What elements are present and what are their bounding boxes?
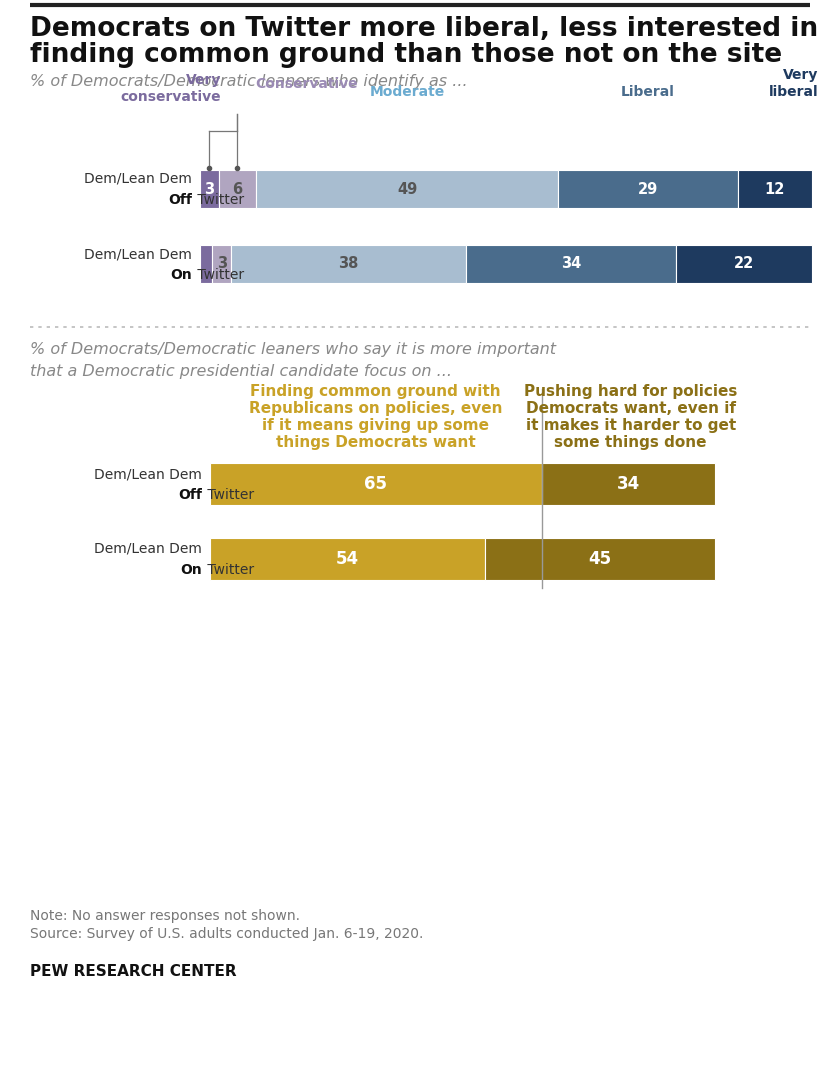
Bar [210,538,486,580]
Text: Dem/Lean Dem: Dem/Lean Dem [94,542,202,556]
Bar [200,170,218,208]
Text: Pushing hard for policies: Pushing hard for policies [524,384,738,399]
Text: Very
liberal: Very liberal [769,67,818,99]
Text: Moderate: Moderate [370,85,444,99]
Text: 29: 29 [638,181,659,196]
Text: Very
conservative: Very conservative [121,73,221,104]
Text: 22: 22 [733,257,754,271]
Text: 12: 12 [764,181,785,196]
Text: 3: 3 [204,181,214,196]
Text: if it means giving up some: if it means giving up some [262,418,489,433]
Text: some things done: some things done [554,435,707,450]
Text: % of Democrats/Democratic leaners who say it is more important: % of Democrats/Democratic leaners who sa… [30,341,556,357]
Text: On: On [171,268,192,282]
Text: 45: 45 [589,550,612,568]
Text: that a Democratic presidential candidate focus on ...: that a Democratic presidential candidate… [30,364,452,379]
Bar [559,170,738,208]
Text: Dem/Lean Dem: Dem/Lean Dem [94,467,202,481]
Text: Democrats on Twitter more liberal, less interested in: Democrats on Twitter more liberal, less … [30,16,818,42]
Text: Twitter: Twitter [193,268,244,282]
Text: Off: Off [168,193,192,207]
Text: 65: 65 [365,475,387,493]
Text: 34: 34 [617,475,640,493]
Text: Note: No answer responses not shown.: Note: No answer responses not shown. [30,909,300,922]
Text: Source: Survey of U.S. adults conducted Jan. 6-19, 2020.: Source: Survey of U.S. adults conducted … [30,927,423,941]
Text: On: On [181,563,202,577]
Text: it makes it harder to get: it makes it harder to get [526,418,736,433]
Bar [218,170,255,208]
Text: Liberal: Liberal [621,85,675,99]
Text: finding common ground than those not on the site: finding common ground than those not on … [30,42,782,68]
Text: 3: 3 [217,257,227,271]
Bar [465,245,676,283]
Text: 49: 49 [397,181,417,196]
Text: 6: 6 [232,181,242,196]
Bar [213,245,231,283]
Text: 54: 54 [336,550,360,568]
Bar [738,170,811,208]
Bar [486,538,715,580]
Text: Conservative: Conservative [255,77,358,91]
Text: things Democrats want: things Democrats want [276,435,475,450]
Text: Twitter: Twitter [203,488,255,502]
Bar [200,245,213,283]
Text: Twitter: Twitter [203,563,255,577]
Text: 38: 38 [339,257,359,271]
Bar [676,245,811,283]
Text: Dem/Lean Dem: Dem/Lean Dem [84,172,192,186]
Text: Democrats want, even if: Democrats want, even if [526,401,736,416]
Text: Finding common ground with: Finding common ground with [250,384,501,399]
Text: Twitter: Twitter [193,193,244,207]
Text: % of Democrats/Democratic leaners who identify as ...: % of Democrats/Democratic leaners who id… [30,74,468,89]
Text: Republicans on policies, even: Republicans on policies, even [249,401,502,416]
Bar [542,463,715,505]
Text: Off: Off [178,488,202,502]
Text: PEW RESEARCH CENTER: PEW RESEARCH CENTER [30,964,237,979]
Bar [255,170,559,208]
Bar [210,463,542,505]
Text: Dem/Lean Dem: Dem/Lean Dem [84,247,192,261]
Bar [231,245,465,283]
Text: 34: 34 [560,257,581,271]
